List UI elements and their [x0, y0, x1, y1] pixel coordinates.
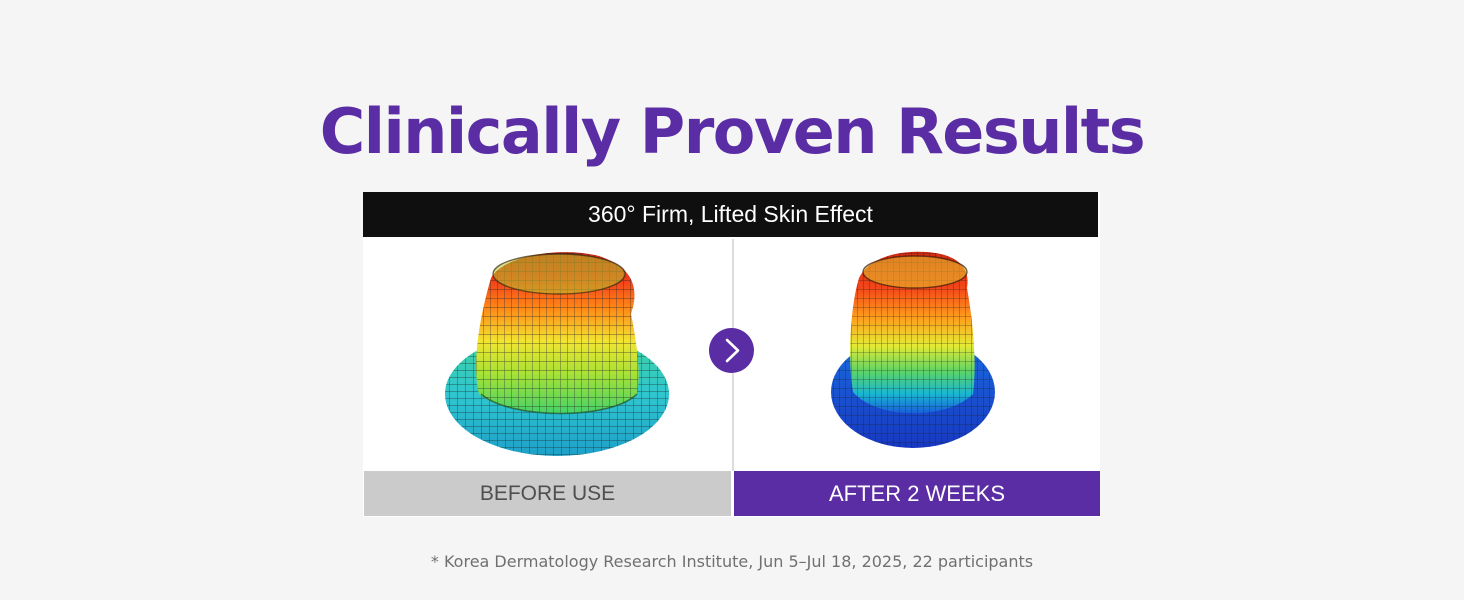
chevron-right-icon — [725, 338, 740, 363]
after-skin-3d-map — [827, 244, 999, 450]
results-comparison-panel: 360° Firm, Lifted Skin Effect — [363, 192, 1100, 517]
before-use-label: BEFORE USE — [364, 471, 731, 516]
panel-header: 360° Firm, Lifted Skin Effect — [363, 192, 1098, 237]
page-title: Clinically Proven Results — [319, 95, 1146, 168]
before-skin-3d-map — [441, 244, 673, 460]
study-footnote: * Korea Dermatology Research Institute, … — [430, 552, 1034, 571]
after-two-weeks-label: AFTER 2 WEEKS — [734, 471, 1100, 516]
next-arrow-button[interactable] — [709, 328, 754, 373]
